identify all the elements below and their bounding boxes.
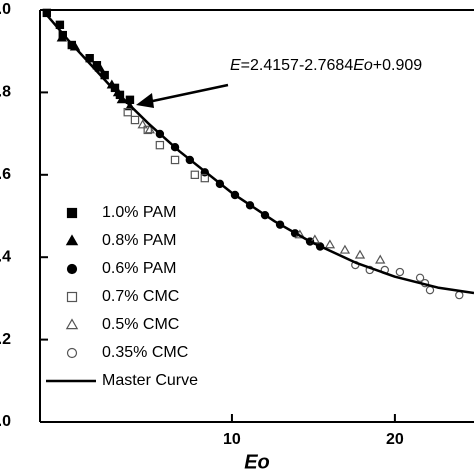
point <box>123 107 132 117</box>
legend-marker <box>65 318 79 330</box>
point <box>137 119 148 129</box>
point <box>143 125 152 135</box>
point <box>130 115 140 125</box>
master-curve <box>43 11 474 295</box>
y-tick-label: 0.2 <box>0 331 11 348</box>
legend-marker <box>66 263 78 275</box>
point <box>200 173 210 183</box>
x-tick-label: 10 <box>223 431 241 448</box>
annotation-part: Eo <box>353 57 373 74</box>
y-tick-label: 1.0 <box>0 1 11 18</box>
legend-label: 0.35% CMC <box>102 344 188 361</box>
annotation-part: E <box>230 57 241 74</box>
legend-label: 0.5% CMC <box>102 316 179 333</box>
point <box>56 32 68 42</box>
y-tick-label: 0.4 <box>0 248 11 265</box>
point <box>425 285 435 295</box>
point <box>455 290 464 300</box>
annotation-part: =2.4157-2.7684 <box>241 57 354 74</box>
annotation-arrow <box>147 83 229 104</box>
point <box>190 170 200 179</box>
legend-label: 1.0% PAM <box>102 204 176 221</box>
y-tick-label: 0.6 <box>0 166 11 183</box>
point <box>354 249 366 259</box>
annotation: E=2.4157-2.7684Eo+0.909 <box>230 57 422 74</box>
x-axis-label: Eo <box>244 451 270 473</box>
point <box>375 254 386 264</box>
y-tick-label: 0.0 <box>0 413 11 430</box>
point <box>324 239 336 249</box>
point <box>395 267 405 277</box>
point <box>339 244 351 254</box>
point <box>155 140 165 150</box>
annotation-arrowhead <box>136 93 154 108</box>
point <box>415 273 425 282</box>
point <box>144 124 155 134</box>
legend-label: 0.7% CMC <box>102 288 179 305</box>
legend-marker <box>65 234 79 246</box>
annotation-part: +0.909 <box>373 57 422 74</box>
legend-marker <box>66 291 78 303</box>
x-tick-label: 20 <box>386 431 404 448</box>
y-tick-label: 0.8 <box>0 84 11 101</box>
legend-marker <box>66 347 78 359</box>
legend-marker <box>66 207 78 219</box>
point <box>170 155 180 165</box>
legend-label: Master Curve <box>102 372 198 389</box>
legend-label: 0.6% PAM <box>102 260 176 277</box>
legend-label: 0.8% PAM <box>102 232 176 249</box>
point <box>94 62 105 72</box>
